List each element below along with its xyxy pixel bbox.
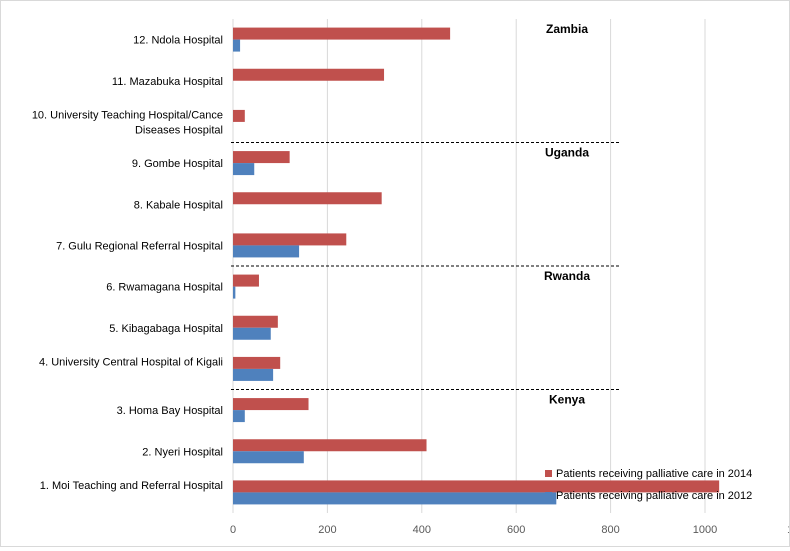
bar-2012 [233, 327, 271, 340]
x-tick-labels: 0 200 400 600 800 1000 1200 [230, 524, 790, 536]
group-labels: Kenya Rwanda Uganda Zambia [544, 22, 590, 407]
bar-2014 [233, 233, 347, 246]
category-label: 4. University Central Hospital of Kigali [39, 356, 223, 368]
bar-2012 [233, 39, 241, 52]
bar-2014 [233, 398, 309, 411]
category-label: 10. University Teaching Hospital/Cance Di… [32, 109, 223, 136]
bars [233, 27, 720, 505]
category-labels: 1. Moi Teaching and Referral Hospital 2. … [32, 35, 223, 492]
bar-2012 [233, 451, 304, 464]
bar-2014 [233, 439, 427, 452]
bar-2012 [233, 368, 274, 381]
bar-2014 [233, 274, 259, 287]
x-tick-label: 0 [230, 524, 236, 536]
group-label: Rwanda [544, 269, 590, 283]
category-label: 6. Rwamagana Hospital [106, 282, 223, 294]
x-tick-label: 1000 [693, 524, 717, 536]
bar-2012 [233, 163, 255, 176]
bar-2014 [233, 109, 245, 122]
legend-swatch [545, 492, 552, 499]
bar-2012 [233, 492, 557, 505]
group-separators [231, 142, 621, 390]
category-label: 1. Moi Teaching and Referral Hospital [40, 480, 223, 492]
bar-2014 [233, 480, 720, 493]
x-tick-label: 600 [507, 524, 525, 536]
group-label: Kenya [549, 393, 585, 407]
group-label: Zambia [546, 22, 588, 36]
group-label: Uganda [545, 146, 589, 160]
bar-2012 [233, 410, 245, 423]
category-label: 5. Kibagabaga Hospital [109, 323, 223, 335]
bar-2012 [233, 286, 236, 299]
legend-label: Patients receiving palliative care in 20… [556, 490, 752, 502]
x-tick-label: 1200 [787, 524, 789, 536]
category-label: 3. Homa Bay Hospital [117, 405, 223, 417]
category-label: 12. Ndola Hospital [133, 35, 223, 47]
legend: Patients receiving palliative care in 20… [545, 468, 752, 502]
category-label: 8. Kabale Hospital [134, 199, 223, 211]
bar-2014 [233, 315, 278, 328]
x-tick-label: 200 [318, 524, 336, 536]
bar-2014 [233, 151, 290, 164]
x-tick-label: 400 [413, 524, 431, 536]
bar-2014 [233, 356, 281, 369]
bar-2014 [233, 68, 385, 81]
bar-2012 [233, 245, 300, 258]
x-tick-label: 800 [601, 524, 619, 536]
bar-2014 [233, 27, 451, 40]
bar-2014 [233, 192, 382, 205]
category-label: 9. Gombe Hospital [132, 158, 223, 170]
category-label: 11. Mazabuka Hospital [112, 76, 223, 88]
legend-swatch [545, 470, 552, 477]
legend-label: Patients receiving palliative care in 20… [556, 468, 752, 480]
category-label: 7. Gulu Regional Referral Hospital [56, 240, 223, 252]
category-label: 2. Nyeri Hospital [142, 446, 223, 458]
